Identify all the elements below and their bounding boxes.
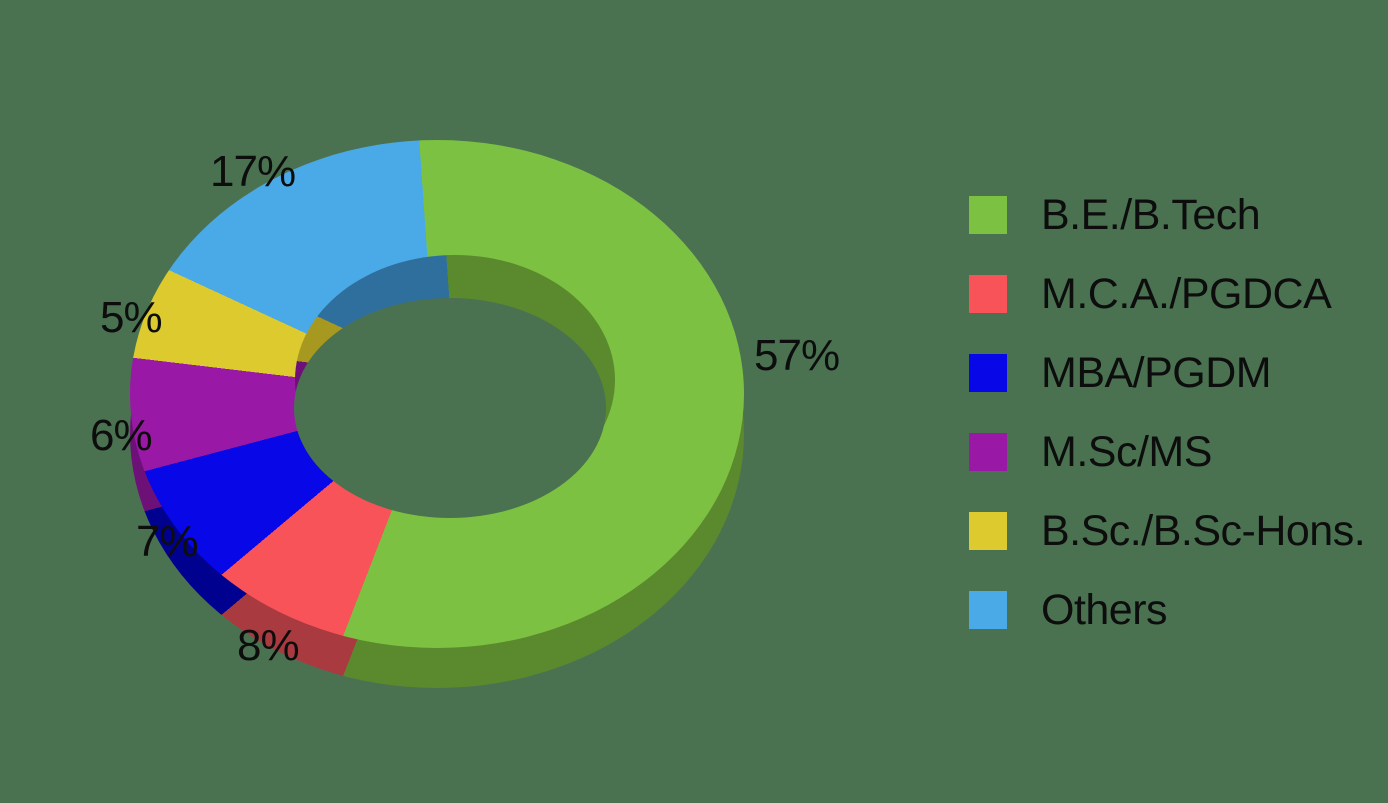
slice-label-mba-pgdm: 7% <box>136 517 199 566</box>
legend-swatch-mca-pgdca <box>969 275 1007 313</box>
legend: B.E./B.Tech M.C.A./PGDCA MBA/PGDM M.Sc/M… <box>969 191 1366 634</box>
slice-label-be-btech: 57% <box>754 331 840 380</box>
legend-item-mca-pgdca: M.C.A./PGDCA <box>969 270 1365 318</box>
slice-label-bsc: 5% <box>100 293 163 342</box>
legend-item-others: Others <box>969 586 1365 634</box>
legend-label: MBA/PGDM <box>1041 349 1272 397</box>
slice-label-others: 17% <box>210 147 296 196</box>
legend-label: M.C.A./PGDCA <box>1041 270 1332 318</box>
legend-label: B.Sc./B.Sc-Hons. <box>1041 507 1366 555</box>
legend-swatch-mba-pgdm <box>969 354 1007 392</box>
legend-swatch-others <box>969 591 1007 629</box>
slice-label-mca-pgdca: 8% <box>237 621 300 670</box>
legend-label: B.E./B.Tech <box>1041 191 1261 239</box>
legend-swatch-be-btech <box>969 196 1007 234</box>
legend-label: M.Sc/MS <box>1041 428 1212 476</box>
legend-label: Others <box>1041 586 1168 634</box>
legend-swatch-msc-ms <box>969 433 1007 471</box>
legend-item-msc-ms: M.Sc/MS <box>969 428 1365 476</box>
donut-hole <box>294 298 606 518</box>
legend-item-bsc: B.Sc./B.Sc-Hons. <box>969 507 1366 555</box>
legend-item-mba-pgdm: MBA/PGDM <box>969 349 1365 397</box>
legend-swatch-bsc <box>969 512 1007 550</box>
slice-label-msc-ms: 6% <box>90 411 153 460</box>
legend-item-be-btech: B.E./B.Tech <box>969 191 1365 239</box>
